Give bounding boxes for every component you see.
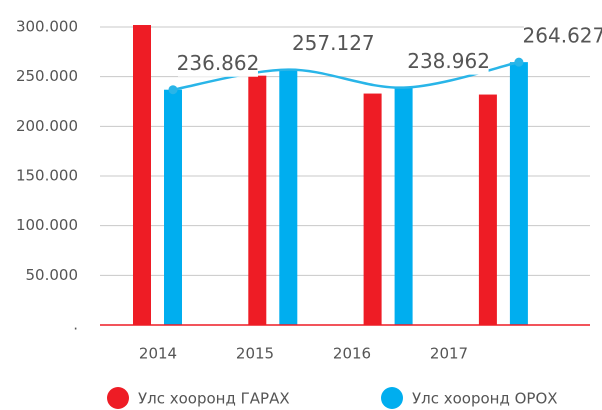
legend-label: Улс хооронд ГАРАХ [138,390,290,408]
value-label: 238.962 [407,49,490,73]
y-tick-label: 250.000 [16,67,78,85]
x-tick-label: 2014 [139,345,177,363]
y-tick-label: 100.000 [16,216,78,234]
value-label-bg [293,32,374,57]
value-label: 236.862 [177,51,260,75]
bar [363,93,382,325]
bar [394,87,413,326]
y-tick-label: . [73,316,78,334]
line-marker [514,57,524,67]
x-tick-label: 2016 [333,345,371,363]
x-tick-label: 2015 [236,345,274,363]
x-tick-label: 2017 [430,345,468,363]
legend-swatch [381,387,403,409]
line-marker [168,85,178,95]
legend-swatch [107,387,129,409]
value-label: 257.127 [292,31,375,55]
bar [248,75,267,325]
y-tick-label: 300.000 [16,18,78,36]
y-tick-label: 150.000 [16,167,78,185]
bar [133,25,151,325]
bar [164,89,182,326]
legend-label: Улс хооронд ОРОХ [412,390,558,408]
bar [509,62,528,326]
value-label-bg [408,50,489,75]
y-tick-label: 50.000 [26,266,79,284]
value-label-bg [523,25,602,50]
value-label: 264.627 [523,24,602,48]
value-label-bg [178,52,258,77]
y-tick-label: 200.000 [16,117,78,135]
bar [478,94,497,326]
series-line [172,60,520,91]
bar [279,69,298,325]
